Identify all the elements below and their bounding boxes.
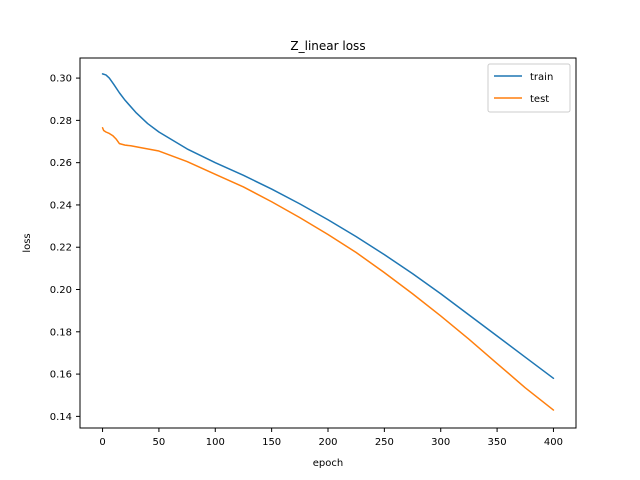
plot-frame	[79, 57, 577, 429]
series-line-test	[101, 127, 555, 411]
x-tick-label: 250	[375, 437, 394, 448]
legend-label-test: test	[530, 94, 549, 105]
series-layer	[101, 73, 555, 411]
x-tick-label: 300	[431, 437, 450, 448]
y-tick-label: 0.24	[50, 200, 72, 211]
series-line-train	[101, 73, 555, 380]
x-axis-label: epoch	[313, 458, 343, 469]
y-tick-label: 0.30	[50, 74, 72, 85]
legend: train test	[487, 63, 571, 113]
y-axis-label: loss	[22, 233, 33, 252]
y-tick-label: 0.22	[50, 243, 72, 254]
plot-area	[80, 58, 576, 428]
chart-title: Z_linear loss	[290, 39, 365, 53]
legend-frame	[487, 63, 571, 113]
x-tick-label: 150	[262, 437, 281, 448]
x-tick-label: 400	[544, 437, 563, 448]
tick-layer: 0 50 100 150 200 250 300 350 400 0.14 0.16 0.18 0.20…	[50, 74, 563, 448]
y-tick-label: 0.18	[50, 327, 72, 338]
x-tick-label: 100	[206, 437, 225, 448]
y-tick-label: 0.14	[50, 412, 72, 423]
y-tick-label: 0.28	[50, 116, 72, 127]
y-tick-label: 0.20	[50, 285, 72, 296]
x-tick-label: 200	[318, 437, 337, 448]
legend-label-train: train	[530, 72, 553, 83]
y-tick-label: 0.16	[50, 370, 72, 381]
x-tick-label: 0	[99, 437, 105, 448]
x-tick-label: 350	[488, 437, 507, 448]
x-tick-label: 50	[153, 437, 166, 448]
y-tick-label: 0.26	[50, 158, 72, 169]
